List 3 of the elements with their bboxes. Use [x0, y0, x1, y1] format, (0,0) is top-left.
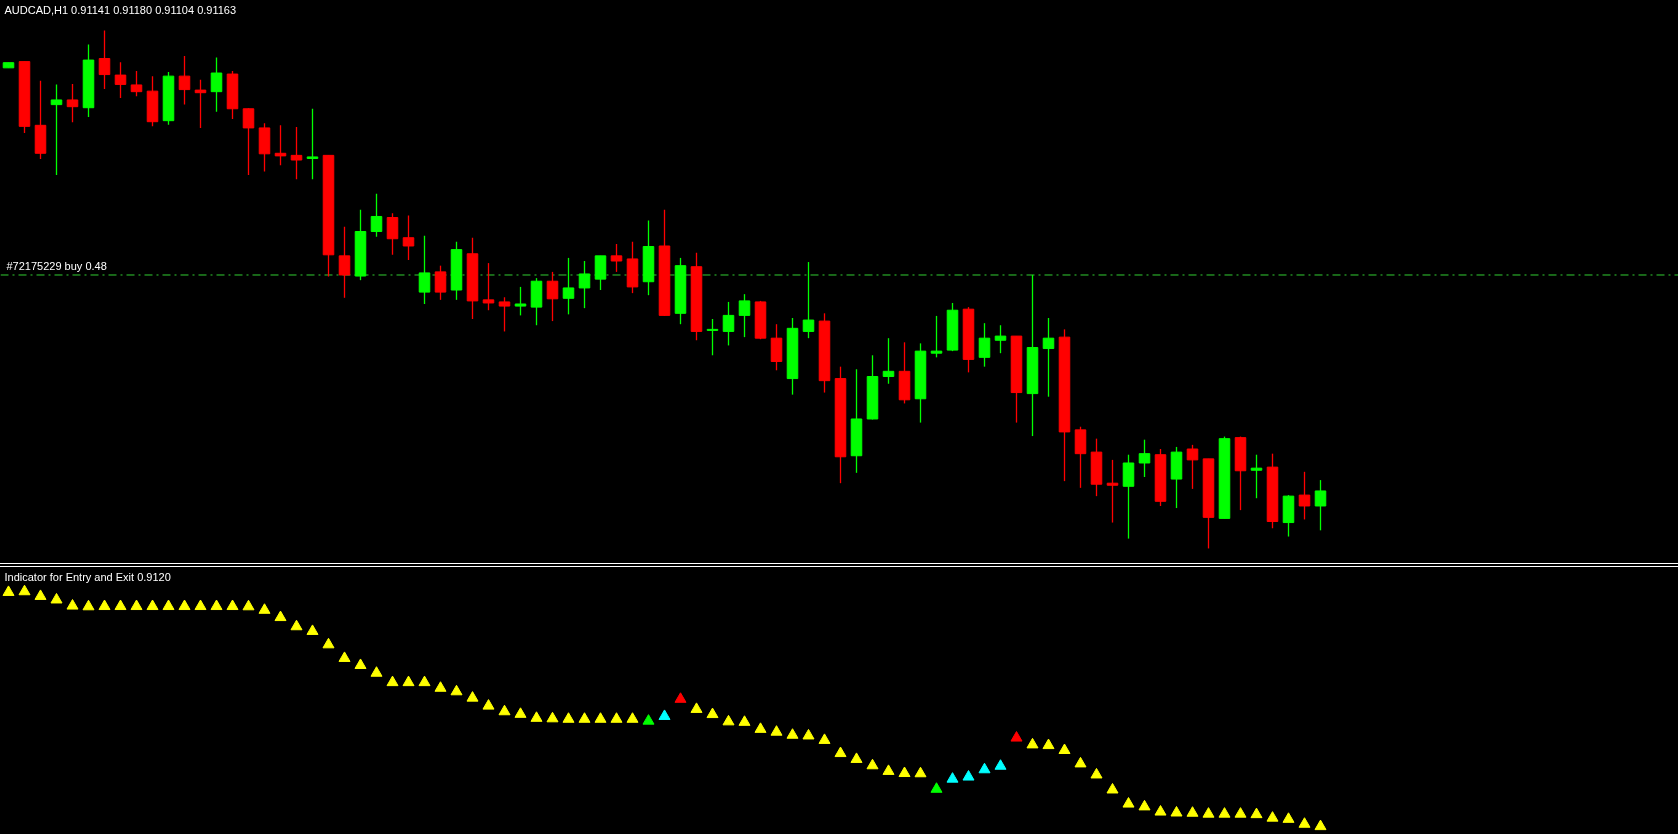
ref-line-label: #72175229 buy 0.48: [6, 260, 107, 272]
chart-title: AUDCAD,H1 0.91141 0.91180 0.91104 0.91163: [4, 3, 237, 16]
chart-title: Indicator for Entry and Exit 0.9120: [4, 570, 171, 583]
